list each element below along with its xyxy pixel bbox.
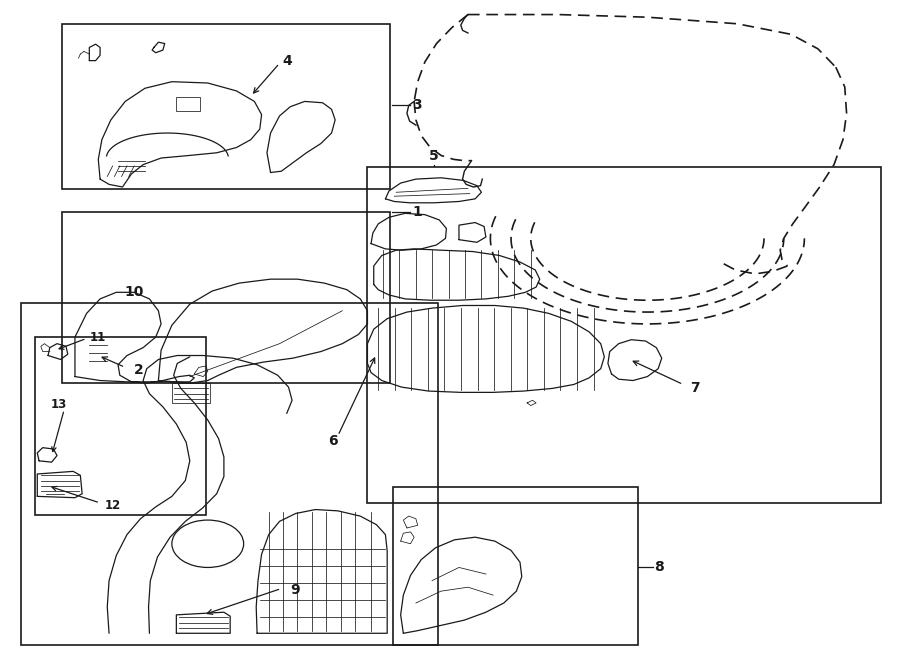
Text: 12: 12 [104, 499, 121, 512]
Bar [172, 383, 210, 403]
Text: 3: 3 [412, 98, 422, 112]
Bar [21, 303, 438, 645]
Text: 7: 7 [690, 381, 700, 395]
Bar [393, 487, 637, 645]
Bar [367, 167, 881, 503]
Text: 13: 13 [50, 398, 67, 410]
Text: 10: 10 [124, 285, 144, 299]
Text: 8: 8 [654, 561, 664, 574]
Bar [62, 212, 390, 383]
Bar [176, 97, 200, 110]
Text: 4: 4 [283, 54, 292, 67]
Bar [62, 24, 390, 189]
Text: 11: 11 [89, 330, 105, 344]
Text: 9: 9 [291, 583, 300, 597]
Text: 5: 5 [429, 149, 438, 163]
Text: 1: 1 [412, 205, 422, 219]
Text: 2: 2 [134, 363, 144, 377]
Bar [35, 337, 206, 515]
Text: 6: 6 [328, 434, 338, 448]
